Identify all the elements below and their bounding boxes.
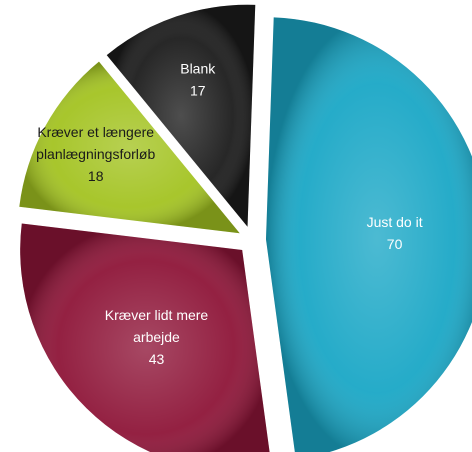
slice-label-line: Kræver et længere xyxy=(37,124,154,140)
slice-label-just-do-it: Just do it 70 xyxy=(367,214,423,252)
slice-value-kraever-lidt-mere-arbejde: 43 xyxy=(149,351,165,367)
slice-label-kraever-lidt-mere-arbejde: Kræver lidt mere arbejde 43 xyxy=(105,307,209,367)
pie-slice-shading xyxy=(265,17,472,452)
slice-label-line: Kræver lidt mere xyxy=(105,307,209,323)
pie-slice-shading xyxy=(20,223,270,452)
slice-label-blank: Blank 17 xyxy=(180,61,216,99)
slice-label-line: planlægningsforløb xyxy=(36,146,155,162)
slice-label-kraever-et-laengere-planlaegningsforloeb: Kræver et længere planlægningsforløb 18 xyxy=(36,124,155,184)
slice-value-blank: 17 xyxy=(190,83,206,99)
slice-label-line: arbejde xyxy=(133,329,180,345)
slice-value-kraever-et-laengere-planlaegningsforloeb: 18 xyxy=(88,168,104,184)
pie-slice-shading xyxy=(106,4,256,227)
pie-slice-shading xyxy=(19,61,240,234)
slice-label-line: Just do it xyxy=(367,214,423,230)
slice-label-line: Blank xyxy=(180,61,216,77)
slice-value-just-do-it: 70 xyxy=(387,236,403,252)
